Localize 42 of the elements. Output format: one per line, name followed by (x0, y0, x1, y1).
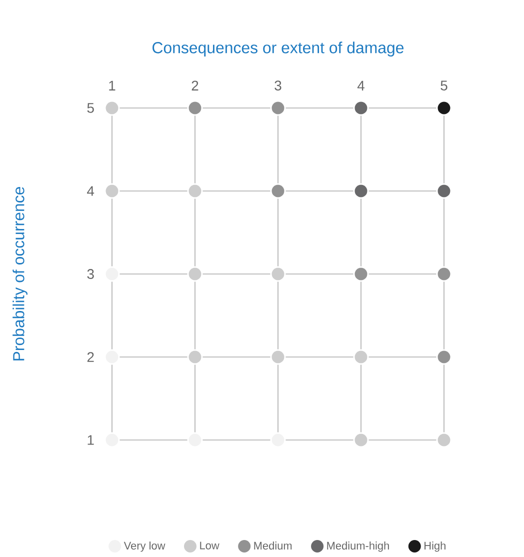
point (353, 349, 369, 365)
point (187, 183, 203, 199)
x-tick-label: 1 (109, 80, 116, 90)
point (436, 183, 452, 199)
point (270, 432, 286, 448)
y-axis-title: Probability of occurrence (12, 187, 28, 360)
point (436, 266, 452, 282)
point (104, 432, 120, 448)
point (436, 100, 452, 116)
point (436, 432, 452, 448)
point (104, 349, 120, 365)
x-axis-title: Consequences or extent of damage (152, 42, 404, 56)
point (187, 266, 203, 282)
x-tick-label: 5 (440, 80, 448, 90)
point (436, 349, 452, 365)
y-tick-label: 3 (87, 269, 94, 279)
point (353, 432, 369, 448)
y-tick-label: 4 (87, 186, 94, 196)
point (104, 266, 120, 282)
point (270, 349, 286, 365)
y-tick-label: 2 (87, 352, 94, 362)
y-tick-label: 5 (87, 103, 94, 113)
x-tick-label: 3 (274, 80, 282, 90)
legend-label: Medium (254, 542, 292, 550)
point (104, 183, 120, 199)
point (270, 266, 286, 282)
point (104, 100, 120, 116)
point (187, 100, 203, 116)
legend-label: Medium-high (327, 542, 389, 552)
point (270, 100, 286, 116)
legend-label: High (424, 542, 446, 552)
x-tick-label: 4 (357, 80, 364, 90)
point (187, 349, 203, 365)
point (353, 266, 369, 282)
point (353, 183, 369, 199)
point (353, 100, 369, 116)
y-tick-label: 1 (88, 435, 94, 445)
x-tick-label: 2 (192, 80, 198, 90)
legend-label: Very low (124, 542, 166, 552)
legend-label: Low (200, 542, 220, 550)
point (270, 183, 286, 199)
point (187, 432, 203, 448)
